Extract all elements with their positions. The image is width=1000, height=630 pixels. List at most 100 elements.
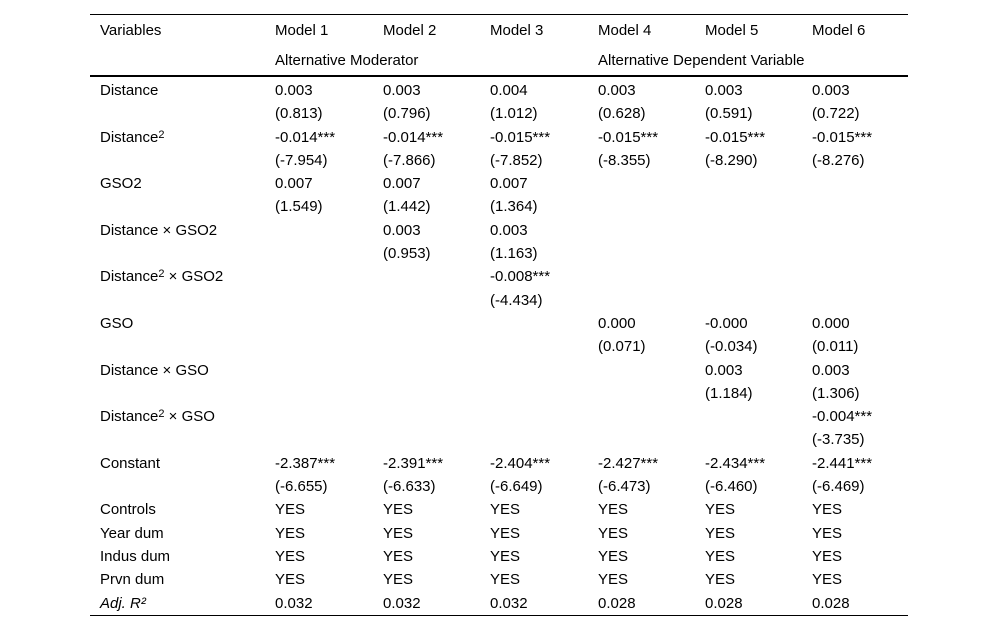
coefficient-value: 0.003 (490, 221, 528, 239)
coefficient-cell (383, 405, 490, 452)
t-statistic: (0.591) (705, 105, 753, 123)
variable-label-cell: Distance × GSO (90, 359, 275, 406)
t-statistic: (1.442) (383, 198, 431, 216)
t-statistic: (-6.473) (598, 478, 651, 496)
t-statistic (383, 335, 490, 358)
column-header-model-4: Model 4 (598, 21, 652, 39)
coefficient-cell: 0.003 (1.163) (490, 219, 598, 266)
value-cell: YES (383, 498, 490, 521)
t-statistic (812, 195, 908, 218)
row-value: 0.032 (383, 594, 421, 612)
t-statistic: (0.722) (812, 105, 860, 123)
value-cell: YES (383, 522, 490, 545)
row-value: YES (490, 547, 521, 565)
t-statistic: (1.163) (490, 245, 538, 263)
value-cell: YES (490, 568, 598, 591)
coefficient-value (275, 312, 383, 335)
value-cell: YES (812, 498, 908, 521)
value-cell: YES (812, 568, 908, 591)
coefficient-cell: -0.000 (-0.034) (705, 312, 812, 359)
coefficient-cell: 0.007 (1.442) (383, 172, 490, 219)
coefficient-value: 0.007 (490, 175, 528, 193)
t-statistic (275, 289, 383, 312)
t-statistic (812, 289, 908, 312)
coefficient-cell (275, 312, 383, 359)
coefficient-value: -0.015*** (490, 128, 551, 146)
coefficient-value: -0.015*** (705, 128, 766, 146)
coefficient-value (598, 359, 705, 382)
coefficient-cell: -0.015*** (-7.852) (490, 126, 598, 173)
variable-label: Distance × GSO (100, 361, 209, 379)
model-header-row: Variables Model 1 Model 2 Model 3 Model … (90, 15, 908, 46)
column-header-model-2: Model 2 (383, 21, 437, 39)
value-cell: YES (490, 522, 598, 545)
variable-label: Controls (100, 501, 156, 519)
t-statistic (383, 428, 490, 451)
row-value: YES (275, 501, 306, 519)
t-statistic: (-0.034) (705, 338, 758, 356)
t-statistic (598, 289, 705, 312)
coefficient-value (598, 265, 705, 288)
t-statistic (275, 428, 383, 451)
t-statistic: (0.953) (383, 245, 431, 263)
coefficient-cell: -0.015*** (-8.276) (812, 126, 908, 173)
coefficient-cell: 0.007 (1.364) (490, 172, 598, 219)
coefficient-value (275, 405, 383, 428)
table-row: Constant -2.387*** (-6.655) -2.391*** (-6.63… (90, 452, 908, 499)
coefficient-cell (490, 312, 598, 359)
coefficient-value (275, 265, 383, 288)
coefficient-cell: 0.003 (0.953) (383, 219, 490, 266)
coefficient-cell: -2.427*** (-6.473) (598, 452, 705, 499)
t-statistic: (-6.469) (812, 478, 865, 496)
t-statistic: (0.011) (812, 338, 859, 356)
coefficient-cell (383, 359, 490, 406)
coefficient-cell: 0.000 (0.071) (598, 312, 705, 359)
column-header-model-1: Model 1 (275, 21, 329, 39)
value-cell: YES (383, 568, 490, 591)
row-value: YES (598, 524, 629, 542)
coefficient-cell: -0.014*** (-7.954) (275, 126, 383, 173)
row-value: YES (490, 571, 521, 589)
row-value: 0.032 (275, 594, 313, 612)
coefficient-cell (598, 219, 705, 266)
t-statistic (383, 382, 490, 405)
group-header-spacer (90, 45, 275, 76)
row-value: YES (705, 571, 736, 589)
coefficient-cell (598, 172, 705, 219)
coefficient-cell: -2.441*** (-6.469) (812, 452, 908, 499)
value-cell: YES (705, 568, 812, 591)
coefficient-value: -0.008*** (490, 268, 551, 286)
coefficient-cell (812, 172, 908, 219)
t-statistic: (1.364) (490, 198, 538, 216)
variable-label-cell: GSO (90, 312, 275, 359)
row-value: YES (490, 501, 521, 519)
value-cell: YES (705, 545, 812, 568)
t-statistic: (0.628) (598, 105, 646, 123)
column-header-model-5: Model 5 (705, 21, 759, 39)
coefficient-value: -0.015*** (812, 128, 873, 146)
coefficient-cell: -0.015*** (-8.355) (598, 126, 705, 173)
variable-label: Year dum (100, 524, 164, 542)
table-row: Distance2 × GSO2 -0.008*** (-4.434) (90, 265, 908, 312)
table-row: Distance × GSO2 0.003 (0.953) 0.003 (1.163) (90, 219, 908, 266)
t-statistic (705, 428, 812, 451)
coefficient-value: -2.427*** (598, 454, 659, 472)
value-cell: 0.032 (490, 592, 598, 616)
row-value: YES (383, 524, 414, 542)
coefficient-value: -2.387*** (275, 454, 336, 472)
coefficient-value (383, 312, 490, 335)
t-statistic (275, 382, 383, 405)
table-row: GSO2 0.007 (1.549) 0.007 (1.442) 0.007 (1.364) (90, 172, 908, 219)
t-statistic: (1.306) (812, 384, 860, 402)
row-value: YES (598, 571, 629, 589)
coefficient-cell (705, 172, 812, 219)
variable-label: Distance2 × GSO2 (100, 268, 224, 286)
coefficient-cell (275, 219, 383, 266)
coefficient-value (383, 405, 490, 428)
table-row: GSO 0.000 (0.071) -0.000 (-0.034) 0.000 (0.011… (90, 312, 908, 359)
coefficient-value: -2.434*** (705, 454, 766, 472)
coefficient-value (812, 172, 908, 195)
t-statistic (275, 242, 383, 265)
value-cell: 0.028 (598, 592, 705, 616)
variable-label-cell: Year dum (90, 522, 275, 545)
